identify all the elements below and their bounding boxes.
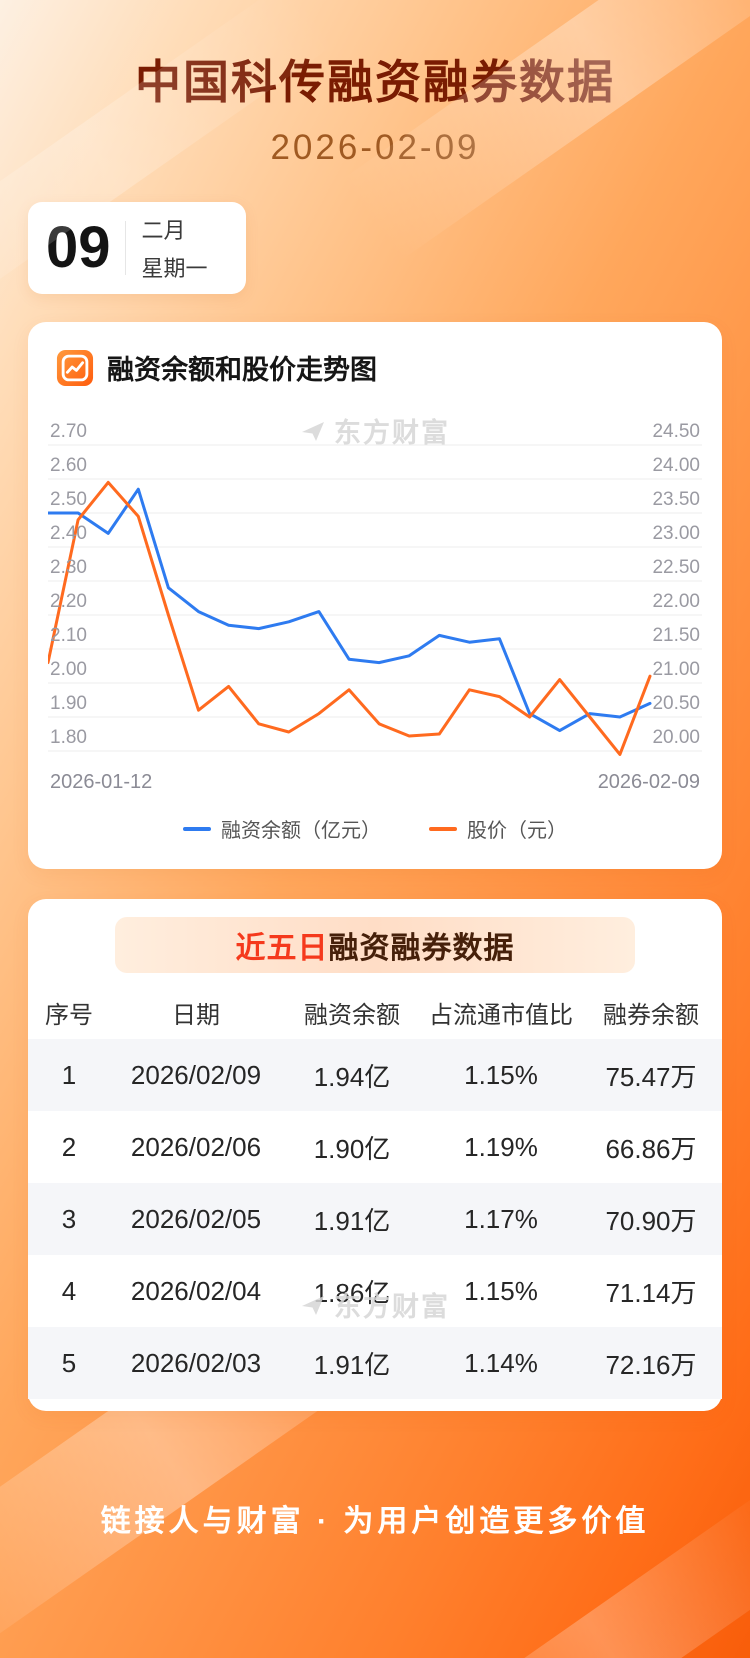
y-axis-left-tick: 1.80 (50, 727, 87, 748)
cell-date: 2026/02/09 (130, 1059, 262, 1090)
y-axis-left-tick: 2.50 (50, 489, 87, 510)
trend-chart-svg (48, 444, 702, 756)
cell-short-balance: 70.90万 (605, 1205, 697, 1236)
cell-short-balance: 75.47万 (605, 1061, 697, 1092)
legend-marker-blue (183, 826, 211, 831)
y-axis-left-tick: 2.60 (50, 455, 87, 476)
table-row: 5 2026/02/03 1.91亿 1.14% 72.16万 (28, 1327, 722, 1399)
x-axis-end-label: 2026-02-09 (597, 771, 700, 793)
y-axis-left-tick: 2.20 (50, 591, 87, 612)
cell-market-cap-ratio: 1.14% (464, 1347, 538, 1378)
y-axis-right-tick: 20.00 (652, 727, 700, 748)
y-axis-right-tick: 21.00 (652, 659, 700, 680)
cell-market-cap-ratio: 1.17% (464, 1203, 538, 1234)
cell-margin-balance: 1.91亿 (313, 1205, 391, 1236)
legend-marker-orange (429, 826, 457, 831)
y-axis-right-tick: 21.50 (652, 625, 700, 646)
y-axis-left-tick: 2.00 (50, 659, 87, 680)
date-card-day: 09 (46, 215, 111, 280)
cell-margin-balance: 1.94亿 (313, 1061, 391, 1092)
table-header-row: 序号 日期 融资余额 占流通市值比 融券余额 (28, 985, 722, 1039)
y-axis-right-tick: 24.50 (652, 421, 700, 442)
cell-market-cap-ratio: 1.19% (464, 1131, 538, 1162)
y-axis-right-tick: 22.50 (652, 557, 700, 578)
cell-market-cap-ratio: 1.15% (464, 1059, 538, 1090)
x-axis-start-label: 2026-01-12 (50, 771, 153, 793)
chart-header: 融资余额和股价走势图 (56, 348, 702, 387)
legend-item-margin-balance: 融资余额（亿元） (183, 814, 381, 843)
cell-index: 5 (61, 1347, 77, 1378)
cell-short-balance: 72.16万 (605, 1349, 697, 1380)
table-row: 1 2026/02/09 1.94亿 1.15% 75.47万 (28, 1039, 722, 1111)
cell-date: 2026/02/03 (130, 1347, 262, 1378)
cell-market-cap-ratio: 1.15% (464, 1275, 538, 1306)
cell-date: 2026/02/04 (130, 1275, 262, 1306)
y-axis-left-tick: 1.90 (50, 693, 87, 714)
col-header-margin-balance: 融资余额 (304, 1001, 400, 1029)
table-row: 2 2026/02/06 1.90亿 1.19% 66.86万 (28, 1111, 722, 1183)
cell-short-balance: 66.86万 (605, 1133, 697, 1164)
chart-plot: 东方财富 2.70 24.50 2.60 24.00 2.50 23.50 2.40 23.0… (48, 418, 702, 761)
cell-index: 3 (61, 1203, 77, 1234)
cell-index: 2 (61, 1131, 77, 1162)
col-header-date: 日期 (172, 1001, 220, 1029)
cell-margin-balance: 1.90亿 (313, 1133, 391, 1164)
legend-label-stock-price: 股价（元） (467, 820, 567, 842)
cell-date: 2026/02/06 (130, 1131, 262, 1162)
col-header-index: 序号 (45, 1001, 93, 1029)
series-line (48, 487, 652, 733)
date-card-weekday: 星期一 (141, 256, 208, 281)
table-title-banner: 近五日 融资融券数据 (115, 917, 635, 973)
chart-title: 融资余额和股价走势图 (107, 355, 377, 385)
cell-index: 1 (61, 1059, 77, 1090)
cell-margin-balance: 1.91亿 (313, 1349, 391, 1380)
y-axis-right-tick: 23.50 (652, 489, 700, 510)
table-row: 4 2026/02/04 1.86亿 1.15% 71.14万 (28, 1255, 722, 1327)
col-header-short-balance: 融券余额 (603, 1001, 699, 1029)
table-row: 3 2026/02/05 1.91亿 1.17% 70.90万 (28, 1183, 722, 1255)
y-axis-left-tick: 2.30 (50, 557, 87, 578)
y-axis-left-tick: 2.70 (50, 421, 87, 442)
data-table: 东方财富 序号 日期 融资余额 占流通市值比 融券余额 1 2026/02/09… (28, 985, 722, 1399)
y-axis-left-tick: 2.10 (50, 625, 87, 646)
table-title-rest: 融资融券数据 (328, 932, 515, 965)
chart-legend: 融资余额（亿元） 股价（元） (48, 814, 702, 843)
date-card-divider (124, 221, 126, 275)
table-card: 近五日 融资融券数据 东方财富 序号 日期 融资余额 占流通市值比 融券余额 1 … (28, 899, 722, 1411)
legend-label-margin-balance: 融资余额（亿元） (221, 820, 381, 842)
page-date: 2026-02-09 (270, 128, 480, 167)
legend-item-stock-price: 股价（元） (429, 814, 567, 843)
table-title-highlight: 近五日 (235, 932, 329, 965)
y-axis-left-tick: 2.40 (50, 523, 87, 544)
x-axis-labels: 2026-01-12 2026-02-09 (48, 771, 702, 794)
trend-chart-icon (56, 349, 94, 386)
y-axis-right-tick: 22.00 (652, 591, 700, 612)
cell-margin-balance: 1.86亿 (313, 1277, 391, 1308)
y-axis-right-tick: 23.00 (652, 523, 700, 544)
date-card-month: 二月 (141, 218, 186, 243)
series-line (48, 480, 652, 756)
page-title: 中国科传融资融券数据 (135, 56, 615, 108)
cell-short-balance: 71.14万 (605, 1277, 697, 1308)
footer-slogan: 链接人与财富 · 为用户创造更多价值 (100, 1505, 650, 1538)
date-card: 09 二月 星期一 (28, 202, 246, 294)
cell-index: 4 (61, 1275, 77, 1306)
col-header-market-cap-ratio: 占流通市值比 (429, 1001, 573, 1029)
y-axis-right-tick: 24.00 (652, 455, 700, 476)
cell-date: 2026/02/05 (130, 1203, 262, 1234)
y-axis-right-tick: 20.50 (652, 693, 700, 714)
chart-card: 融资余额和股价走势图 东方财富 2.70 24.50 2.60 24.00 2.50 23… (28, 322, 722, 869)
